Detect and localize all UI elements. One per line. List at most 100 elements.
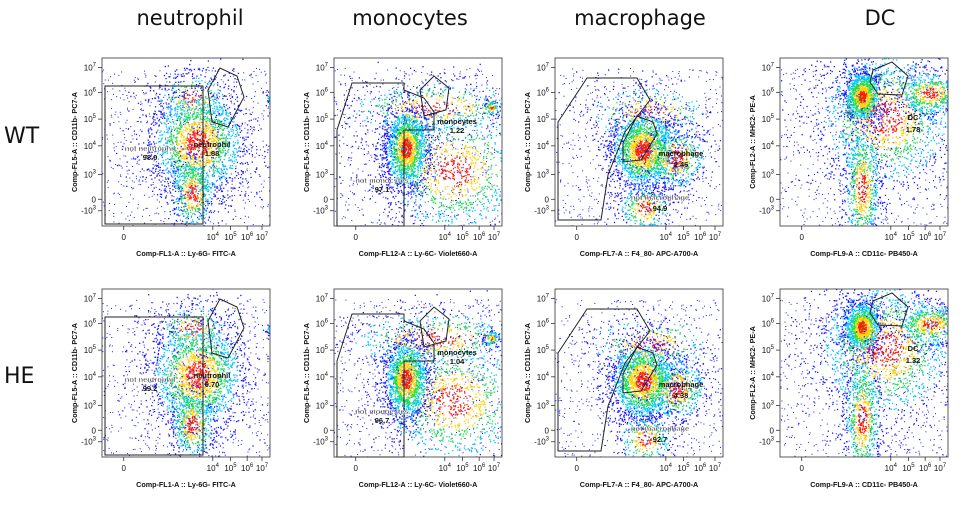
gate-percentage: 1.88 [205, 149, 220, 158]
x-axis-label: Comp-FL9-A :: CD11c- PB450-A [810, 480, 918, 489]
gate-name-label: monocytes [437, 117, 477, 126]
gate-percentage: 1.04 [450, 357, 465, 366]
gate-name-label: not neutrophil [125, 375, 175, 384]
x-axis-label: Comp-FL1-A :: Ly-6G- FITC-A [136, 249, 236, 258]
x-tick-label: 104 [660, 463, 673, 473]
x-tick-label: 105 [224, 463, 237, 473]
x-tick-label: 0 [799, 233, 804, 242]
x-tick-label: 0 [121, 233, 126, 242]
gate-name-label: not neutrophil [125, 144, 175, 153]
y-tick-label: 105 [762, 345, 775, 355]
x-tick-label: 104 [439, 463, 452, 473]
x-tick-label: 107 [934, 232, 947, 242]
x-tick-label: 106 [241, 463, 254, 473]
y-tick-label: -103 [534, 206, 550, 216]
gate-name-label: macrophage [659, 380, 704, 389]
x-tick-label: 105 [456, 232, 469, 242]
y-tick-label: 104 [316, 372, 329, 382]
x-tick-label: 106 [919, 463, 932, 473]
y-axis-label: Comp-FL2-A :: MHC2- PE-A [748, 326, 757, 420]
x-tick-label: 106 [694, 463, 707, 473]
y-tick-label: 106 [316, 318, 329, 328]
y-tick-label: 0 [770, 426, 775, 435]
y-tick-label: -103 [313, 206, 329, 216]
row-label-he: HE [4, 364, 34, 389]
x-tick-label: 104 [885, 232, 898, 242]
gate-name-label: not monocytes [355, 407, 408, 416]
y-tick-label: 106 [762, 87, 775, 97]
y-tick-label: 0 [92, 426, 97, 435]
y-tick-label: 104 [84, 372, 97, 382]
y-tick-label: 103 [537, 169, 550, 179]
y-tick-label: 106 [84, 318, 97, 328]
y-tick-label: 105 [316, 345, 329, 355]
x-tick-label: 107 [934, 463, 947, 473]
y-tick-label: 107 [84, 63, 97, 73]
x-axis-label: Comp-FL12-A :: Ly-6C- Violet660-A [359, 480, 478, 489]
x-tick-label: 107 [256, 463, 269, 473]
y-tick-label: 0 [324, 426, 329, 435]
x-tick-label: 104 [439, 232, 452, 242]
column-title-monocytes: monocytes [290, 6, 530, 30]
y-tick-label: 105 [84, 345, 97, 355]
x-tick-label: 105 [224, 232, 237, 242]
x-axis-label: Comp-FL1-A :: Ly-6G- FITC-A [136, 480, 236, 489]
y-tick-label: 0 [770, 195, 775, 204]
y-tick-label: 107 [762, 294, 775, 304]
y-tick-label: 106 [537, 87, 550, 97]
y-tick-label: 107 [84, 294, 97, 304]
x-tick-label: 0 [121, 464, 126, 473]
x-tick-label: 105 [902, 232, 915, 242]
y-axis-label: Comp-FL2-A :: MHC2- PE-A [748, 95, 757, 189]
y-tick-label: 103 [537, 400, 550, 410]
y-tick-label: 104 [537, 372, 550, 382]
x-tick-label: 107 [488, 232, 501, 242]
y-tick-label: 105 [537, 345, 550, 355]
y-tick-label: 104 [84, 141, 97, 151]
column-title-dc: DC [760, 6, 960, 30]
x-tick-label: 105 [902, 463, 915, 473]
x-tick-label: 0 [353, 464, 358, 473]
gate-percentage: 1.78 [906, 125, 921, 134]
x-tick-label: 105 [677, 232, 690, 242]
x-axis-label: Comp-FL12-A :: Ly-6C- Violet660-A [359, 249, 478, 258]
gate-percentage: 92.7 [653, 435, 668, 444]
x-tick-label: 104 [207, 463, 220, 473]
y-tick-label: 107 [316, 294, 329, 304]
x-tick-label: 105 [677, 463, 690, 473]
y-tick-label: 0 [92, 195, 97, 204]
y-tick-label: 104 [316, 141, 329, 151]
gate-name-label: not macrophage [631, 424, 689, 433]
y-tick-label: 105 [537, 114, 550, 124]
y-tick-label: 103 [84, 169, 97, 179]
y-tick-label: 107 [537, 63, 550, 73]
gate-percentage: 98.0 [143, 153, 158, 162]
y-tick-label: 104 [762, 372, 775, 382]
y-tick-label: 104 [537, 141, 550, 151]
x-tick-label: 105 [456, 463, 469, 473]
column-title-macrophage: macrophage [520, 6, 760, 30]
x-tick-label: 0 [574, 233, 579, 242]
y-tick-label: 107 [316, 63, 329, 73]
gate-name-label: neutrophil [194, 371, 231, 380]
gate-percentage: 94.9 [653, 204, 668, 213]
y-tick-label: 0 [545, 195, 550, 204]
gate-name-label: monocytes [437, 348, 477, 357]
x-tick-label: 104 [660, 232, 673, 242]
gate-percentage: 97.1 [375, 185, 390, 194]
gate-percentage: 96.7 [375, 416, 390, 425]
x-axis-label: Comp-FL7-A :: F4_80- APC-A700-A [580, 480, 698, 489]
y-tick-label: 105 [316, 114, 329, 124]
y-tick-label: 106 [537, 318, 550, 328]
